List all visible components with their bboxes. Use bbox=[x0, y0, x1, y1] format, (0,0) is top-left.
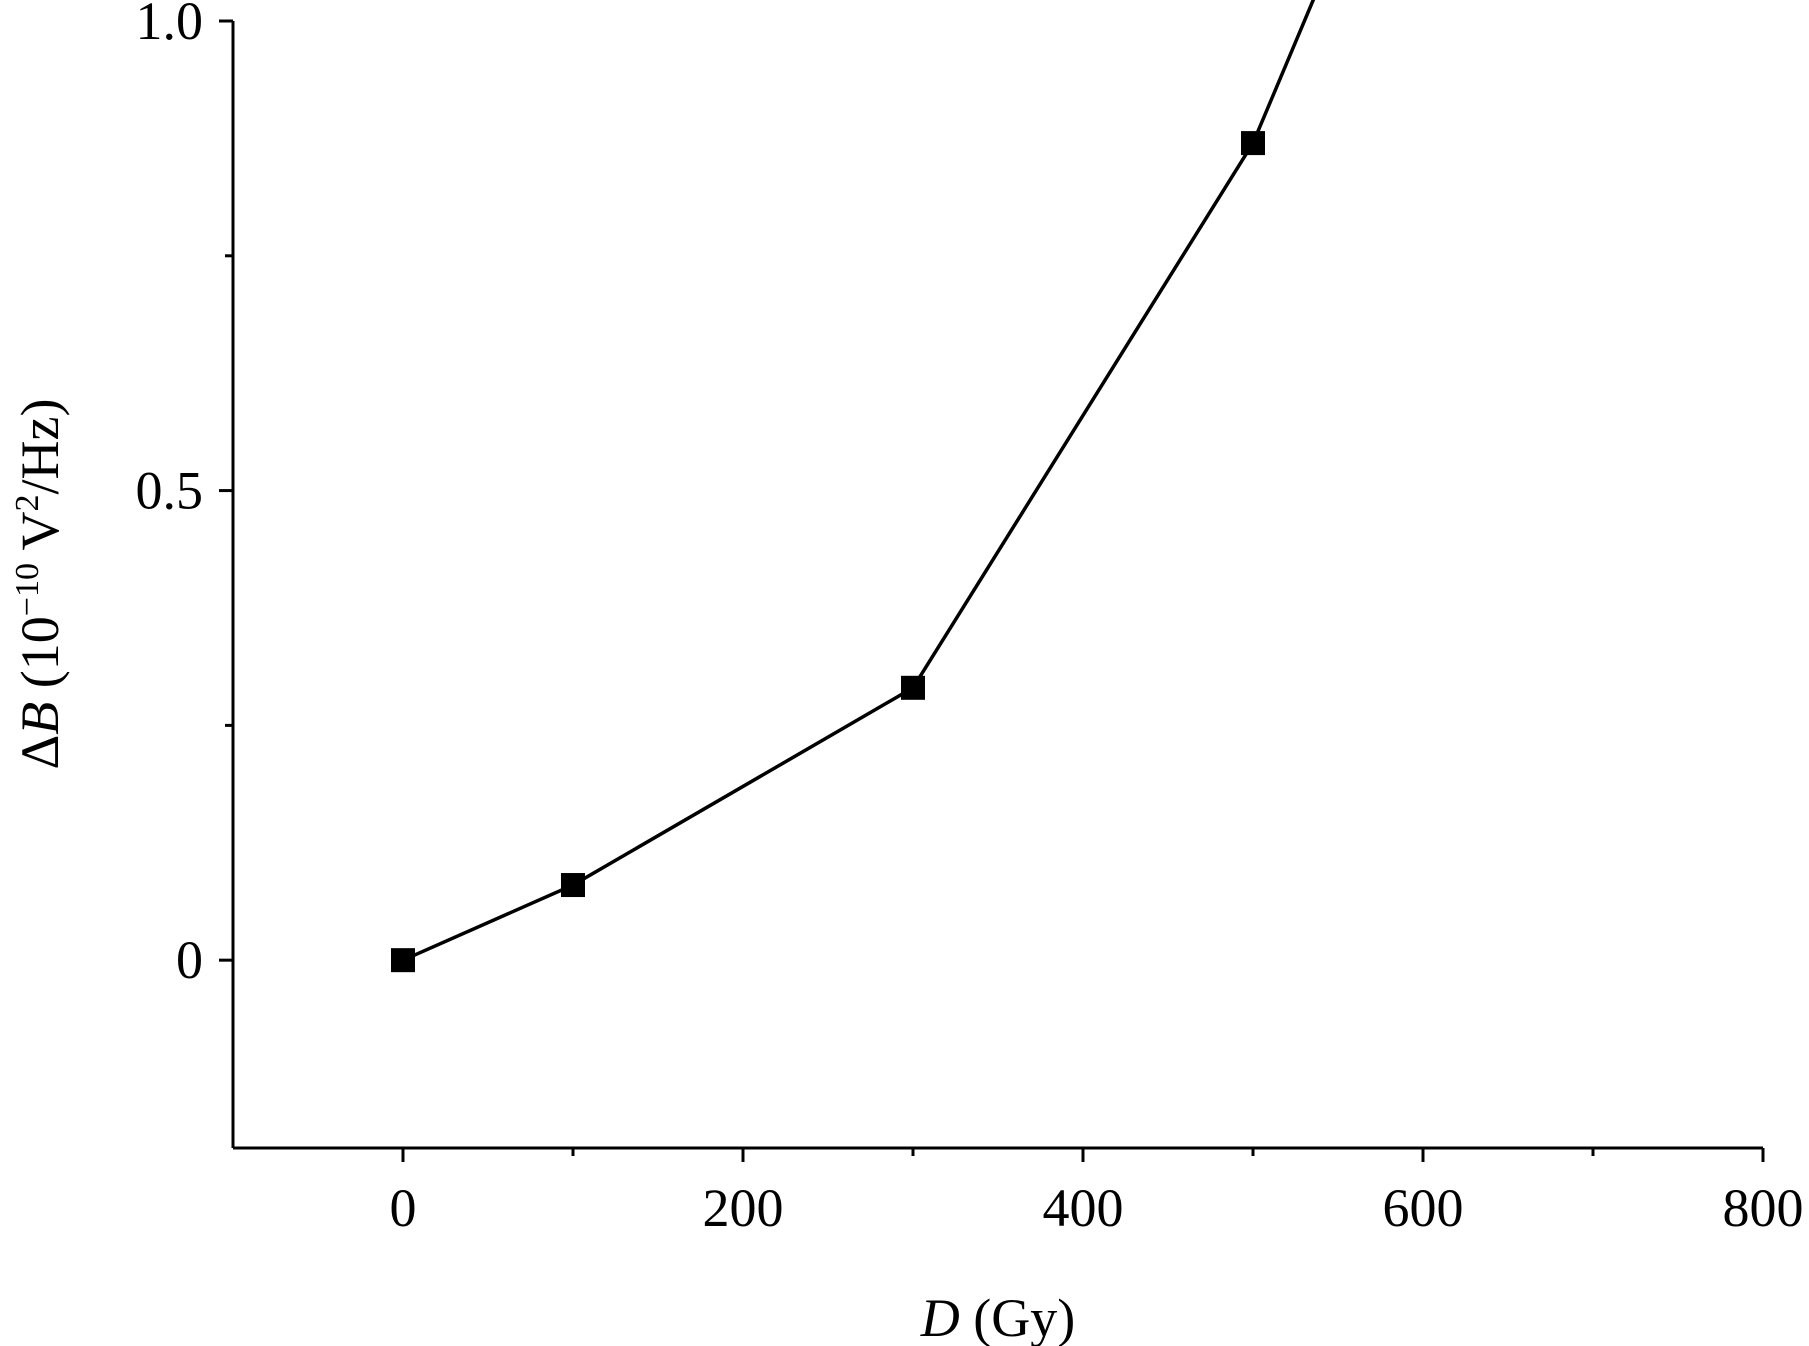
y-axis-var: B bbox=[10, 702, 70, 735]
y-axis-title: ΔB (10−10 V2/Hz) bbox=[9, 399, 70, 770]
y-tick-label: 1.0 bbox=[136, 0, 204, 51]
plot-area bbox=[391, 0, 1316, 973]
y-axis-unit-mid: V bbox=[10, 512, 70, 564]
x-axis-title: D (Gy) bbox=[920, 1288, 1075, 1346]
x-tick-label: 200 bbox=[703, 1178, 784, 1238]
data-point-marker bbox=[561, 873, 585, 898]
x-tick-label: 800 bbox=[1723, 1178, 1804, 1238]
data-point-marker bbox=[901, 675, 925, 700]
y-ticks: 0 0.5 1.0 bbox=[136, 0, 233, 990]
x-axis: 0 200 400 600 800 bbox=[233, 1146, 1804, 1238]
x-axis-unit: (Gy) bbox=[960, 1288, 1075, 1346]
y-tick-label: 0.5 bbox=[136, 461, 204, 521]
y-axis-delta: Δ bbox=[10, 735, 70, 770]
y-axis: 0 0.5 1.0 bbox=[136, 0, 235, 1148]
data-point-marker bbox=[391, 948, 415, 973]
y-axis-unit-pre: (10 bbox=[10, 616, 70, 701]
x-tick-label: 400 bbox=[1043, 1178, 1124, 1238]
x-ticks: 0 200 400 600 800 bbox=[390, 1148, 1804, 1238]
x-tick-label: 600 bbox=[1383, 1178, 1464, 1238]
x-tick-label: 0 bbox=[390, 1178, 417, 1238]
data-point-marker bbox=[1241, 131, 1265, 156]
y-axis-exponent-2: 2 bbox=[9, 495, 46, 512]
y-tick-label: 0 bbox=[176, 930, 203, 990]
x-axis-var: D bbox=[920, 1288, 960, 1346]
y-axis-exponent: −10 bbox=[9, 563, 46, 616]
series-line bbox=[402, 0, 1316, 962]
y-axis-unit-post: /Hz) bbox=[10, 399, 70, 495]
